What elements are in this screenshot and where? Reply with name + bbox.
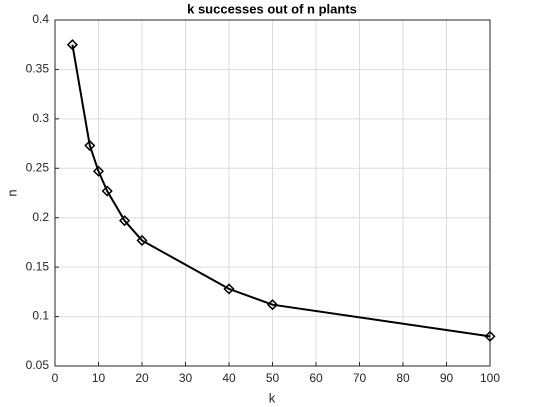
x-axis-label: k [269,390,276,405]
y-tick-label: 0.4 [32,12,49,26]
plot-frame [54,19,491,367]
chart-title: k successes out of n plants [187,1,357,16]
y-tick-label: 0.15 [26,259,50,273]
x-tick-label: 50 [266,371,280,385]
data-marker [92,165,105,177]
x-tick-label: 0 [52,371,59,385]
y-tick-label: 0.35 [26,62,50,76]
data-marker [84,139,96,152]
data-line [71,44,491,338]
x-tick-label: 90 [440,371,454,385]
x-tick-label: 20 [135,371,149,385]
data-marker [266,299,279,311]
x-tick-label: 30 [179,371,193,385]
y-axis-label: n [4,189,19,196]
y-tick-label: 0.1 [32,309,49,323]
x-tick-label: 100 [480,371,500,385]
data-marker [119,215,131,227]
y-tick-label: 0.05 [26,358,50,372]
data-marker [136,234,148,247]
x-tick-label: 80 [396,371,410,385]
x-tick-label: 70 [353,371,367,385]
x-tick-label: 40 [222,371,236,385]
data-marker [66,39,78,51]
x-tick-label: 10 [92,371,106,385]
y-tick-label: 0.25 [26,160,50,174]
x-tick-label: 60 [309,371,323,385]
data-marker [101,185,113,197]
data-marker [484,330,496,342]
data-marker [223,283,235,295]
y-tick-label: 0.3 [32,111,49,125]
y-tick-label: 0.2 [32,210,49,224]
